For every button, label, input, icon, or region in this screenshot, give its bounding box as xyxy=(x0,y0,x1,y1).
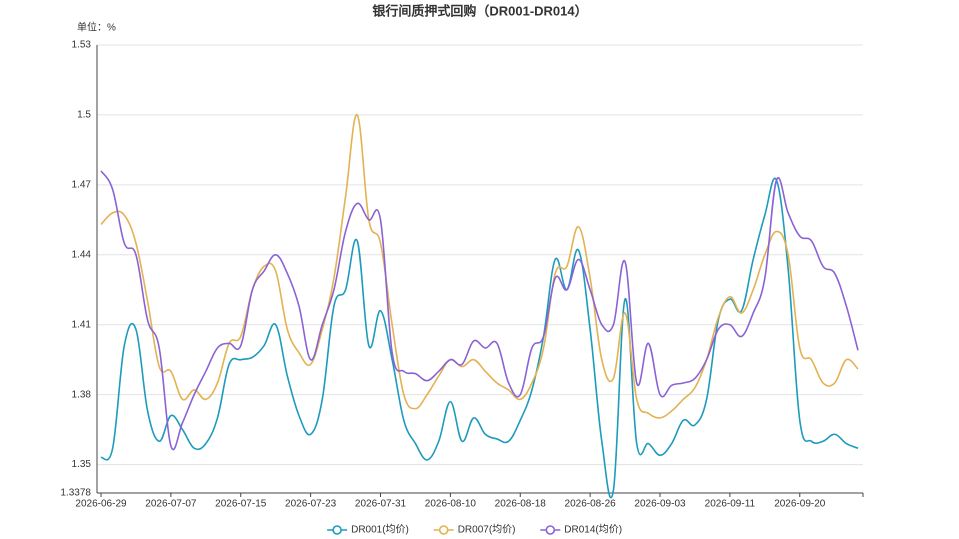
legend-label: DR001(均价) xyxy=(351,524,409,536)
y-tick-label: 1.47 xyxy=(72,179,92,190)
series-line xyxy=(100,114,859,419)
series-line xyxy=(100,177,859,499)
y-tick-label: 1.41 xyxy=(72,319,92,330)
legend-label: DR014(均价) xyxy=(564,524,622,536)
legend-marker xyxy=(545,525,556,535)
x-tick-label: 2026-07-07 xyxy=(145,499,197,510)
y-tick-label: 1.5 xyxy=(77,110,91,121)
series-line xyxy=(100,170,859,451)
legend-marker xyxy=(332,525,342,535)
x-tick-label: 2026-09-11 xyxy=(705,499,756,510)
y-tick-label: 1.53 xyxy=(72,40,92,51)
x-tick-label: 2026-08-18 xyxy=(495,499,547,510)
y-axis-label: 单位：% xyxy=(77,21,116,34)
y-tick-label: 1.35 xyxy=(72,459,92,470)
chart-title: 银行间质押式回购（DR001-DR014） xyxy=(372,3,587,18)
x-tick-label: 2026-09-20 xyxy=(774,499,826,510)
x-tick-label: 2026-06-29 xyxy=(75,499,127,510)
legend-marker xyxy=(438,525,449,535)
legend-label: DR007(均价) xyxy=(458,524,516,536)
y-tick-label: 1.44 xyxy=(72,249,92,260)
x-tick-label: 2026-09-03 xyxy=(634,499,686,510)
x-tick-label: 2026-08-26 xyxy=(565,499,617,510)
x-tick-label: 2026-07-15 xyxy=(215,499,267,510)
x-tick-label: 2026-07-23 xyxy=(285,499,337,510)
x-tick-label: 2026-08-10 xyxy=(425,499,477,510)
y-tick-label: 1.3378 xyxy=(60,488,91,499)
y-tick-label: 1.38 xyxy=(72,389,92,400)
x-tick-label: 2026-07-31 xyxy=(355,499,407,510)
